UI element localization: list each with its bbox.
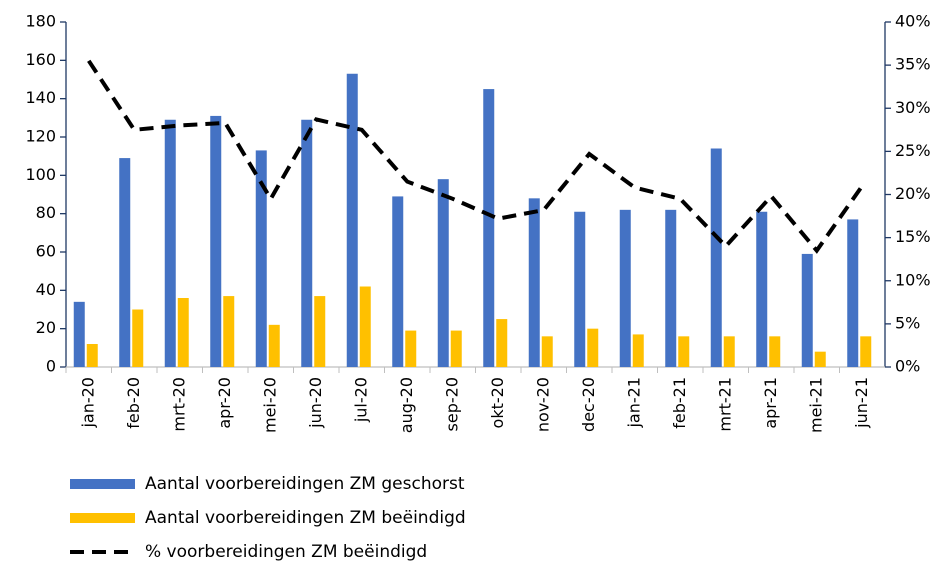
y2-tick-label: 10%	[895, 270, 931, 289]
bar	[73, 301, 85, 367]
bar	[255, 150, 267, 367]
bar	[528, 198, 540, 367]
bar	[756, 211, 768, 367]
x-tick-label: mei-20	[260, 377, 279, 433]
x-tick-label: jun-20	[306, 377, 325, 429]
bar	[437, 179, 449, 367]
bar	[483, 89, 495, 367]
bar	[119, 158, 131, 367]
bar	[723, 336, 735, 367]
x-tick-label: mrt-20	[169, 377, 188, 432]
y-tick-label: 60	[36, 242, 56, 261]
x-tick-label: jan-20	[78, 377, 97, 429]
x-tick-label: feb-21	[670, 377, 689, 429]
bar	[632, 334, 644, 367]
bar	[86, 344, 98, 367]
bar	[301, 119, 313, 367]
y2-tick-label: 25%	[895, 141, 931, 160]
bar	[210, 115, 222, 368]
legend-label: Aantal voorbereidingen ZM geschorst	[145, 474, 465, 494]
y2-tick-label: 30%	[895, 98, 931, 117]
bar	[769, 336, 781, 367]
bar	[346, 73, 358, 367]
legend-label: Aantal voorbereidingen ZM beëindigd	[145, 508, 466, 528]
bar	[619, 209, 631, 367]
bar	[450, 330, 462, 367]
y2-tick-label: 15%	[895, 227, 931, 246]
x-tick-label: jun-21	[852, 377, 871, 429]
bar	[132, 309, 144, 367]
y-tick-label: 40	[36, 280, 56, 299]
y2-tick-label: 5%	[895, 313, 920, 332]
bar	[268, 324, 280, 367]
legend-swatch	[70, 513, 135, 523]
bar	[164, 119, 176, 367]
bar	[314, 296, 326, 367]
bar	[665, 209, 677, 367]
bar	[847, 219, 859, 367]
x-tick-label: apr-20	[215, 377, 234, 429]
x-tick-label: nov-20	[533, 377, 552, 432]
x-tick-label: mei-21	[806, 377, 825, 433]
y-tick-label: 0	[46, 357, 56, 376]
bar	[678, 336, 690, 367]
bar	[392, 196, 404, 367]
y-tick-label: 80	[36, 203, 56, 222]
bar	[860, 336, 872, 367]
y2-tick-label: 35%	[895, 55, 931, 74]
x-tick-label: okt-20	[488, 377, 507, 428]
bar	[814, 351, 826, 367]
bar	[574, 211, 586, 367]
x-tick-label: dec-20	[579, 377, 598, 432]
bar	[587, 328, 599, 367]
x-tick-label: feb-20	[124, 377, 143, 429]
bar	[496, 319, 508, 367]
x-tick-label: apr-21	[761, 377, 780, 429]
x-tick-label: sep-20	[442, 377, 461, 431]
x-tick-label: aug-20	[397, 377, 416, 433]
y-tick-label: 160	[25, 50, 56, 69]
bar	[359, 286, 371, 367]
x-tick-label: mrt-21	[715, 377, 734, 432]
bar	[405, 330, 417, 367]
bar	[710, 148, 722, 367]
bar	[541, 336, 553, 367]
bar	[223, 296, 235, 367]
bar	[801, 253, 813, 367]
bar	[177, 298, 189, 367]
legend-swatch	[70, 479, 135, 489]
line	[87, 59, 864, 254]
y2-tick-label: 40%	[895, 12, 931, 31]
x-tick-label: jan-21	[624, 377, 643, 429]
x-tick-label: jul-20	[351, 377, 370, 423]
y2-tick-label: 20%	[895, 184, 931, 203]
y-tick-label: 100	[25, 165, 56, 184]
legend-label: % voorbereidingen ZM beëindigd	[145, 542, 427, 562]
y-tick-label: 120	[25, 127, 56, 146]
y-tick-label: 20	[36, 318, 56, 337]
y-tick-label: 140	[25, 88, 56, 107]
y2-tick-label: 0%	[895, 357, 920, 376]
y-tick-label: 180	[25, 12, 56, 31]
